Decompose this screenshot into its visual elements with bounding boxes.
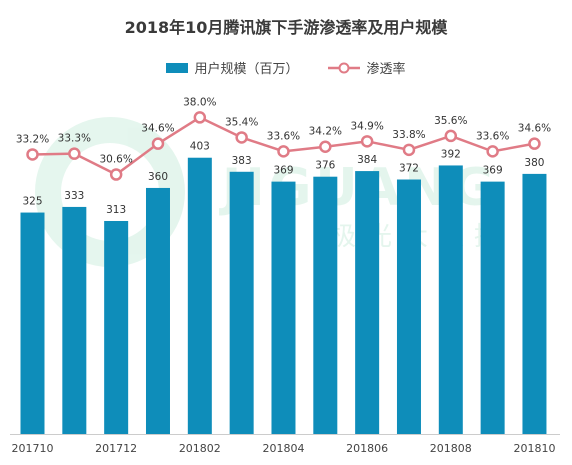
x-tick-label: 201802 <box>179 442 221 455</box>
bar-value-label: 403 <box>190 141 210 153</box>
bar-value-label: 360 <box>148 171 168 183</box>
bar-201711 <box>62 206 87 434</box>
penetration-value-label: 34.2% <box>309 126 342 138</box>
bar-value-label: 333 <box>64 190 84 202</box>
bar-201712 <box>104 220 129 434</box>
legend-label-penetration: 渗透率 <box>366 62 406 77</box>
legend-swatch-bar <box>166 62 189 73</box>
penetration-value-label: 33.6% <box>476 130 509 142</box>
penetration-point-201808 <box>444 129 458 143</box>
penetration-value-label: 34.9% <box>350 120 383 132</box>
bar-201810 <box>522 173 547 434</box>
penetration-point-201801 <box>151 137 165 150</box>
penetration-point-201712 <box>109 168 123 181</box>
bar-value-label: 376 <box>315 160 335 172</box>
bar-201805 <box>313 176 338 434</box>
bar-201804 <box>271 181 296 434</box>
bar-value-label: 392 <box>441 148 461 160</box>
penetration-point-201805 <box>319 140 332 153</box>
penetration-point-201803 <box>235 131 248 144</box>
bar-value-label: 325 <box>22 196 42 208</box>
x-tick-label: 201808 <box>430 442 472 455</box>
bar-value-label: 384 <box>357 154 377 166</box>
penetration-value-label: 33.8% <box>392 129 425 141</box>
penetration-point-201802 <box>193 111 207 124</box>
chart-title: 2018年10月腾讯旗下手游渗透率及用户规模 <box>124 18 448 37</box>
penetration-value-label: 35.6% <box>434 115 467 127</box>
bar-201809 <box>480 181 505 434</box>
penetration-value-label: 30.6% <box>99 154 132 166</box>
penetration-value-label: 34.6% <box>141 123 174 135</box>
penetration-point-201809 <box>486 145 499 158</box>
bar-value-label: 369 <box>273 165 293 177</box>
x-tick-label: 201710 <box>12 442 54 455</box>
penetration-point-201806 <box>360 135 374 148</box>
legend-label-users: 用户规模（百万） <box>194 62 299 77</box>
penetration-value-label: 33.6% <box>267 130 300 142</box>
penetration-value-label: 35.4% <box>225 116 258 128</box>
x-tick-label: 201810 <box>513 442 555 455</box>
bar-value-label: 369 <box>483 165 503 177</box>
legend-item-penetration: 渗透率 <box>327 58 406 77</box>
bar-value-label: 372 <box>399 163 419 175</box>
penetration-point-201807 <box>402 143 416 157</box>
penetration-value-label: 33.3% <box>58 133 91 145</box>
chart-legend: 用户规模（百万） 渗透率 <box>0 58 572 77</box>
bar-201808 <box>438 165 463 435</box>
penetration-point-201804 <box>277 145 290 158</box>
bar-value-label: 380 <box>524 157 544 169</box>
penetration-value-label: 38.0% <box>183 96 216 108</box>
bar-201801 <box>145 187 170 434</box>
bar-201806 <box>355 171 380 434</box>
legend-swatch-line <box>327 62 360 73</box>
bar-201803 <box>229 171 254 434</box>
bar-201710 <box>20 212 45 434</box>
x-tick-label: 201804 <box>262 442 304 455</box>
penetration-point-201711 <box>68 147 81 160</box>
bar-value-label: 383 <box>232 155 252 167</box>
x-tick-label: 201712 <box>95 442 137 455</box>
bar-value-label: 313 <box>106 204 126 216</box>
penetration-point-201810 <box>528 137 541 150</box>
penetration-point-201710 <box>26 148 39 161</box>
bar-201807 <box>396 179 421 434</box>
legend-item-users: 用户规模（百万） <box>166 58 299 77</box>
penetration-value-label: 33.2% <box>16 133 49 145</box>
x-tick-label: 201806 <box>346 442 388 455</box>
penetration-value-label: 34.6% <box>518 123 551 135</box>
bar-201802 <box>187 157 212 434</box>
